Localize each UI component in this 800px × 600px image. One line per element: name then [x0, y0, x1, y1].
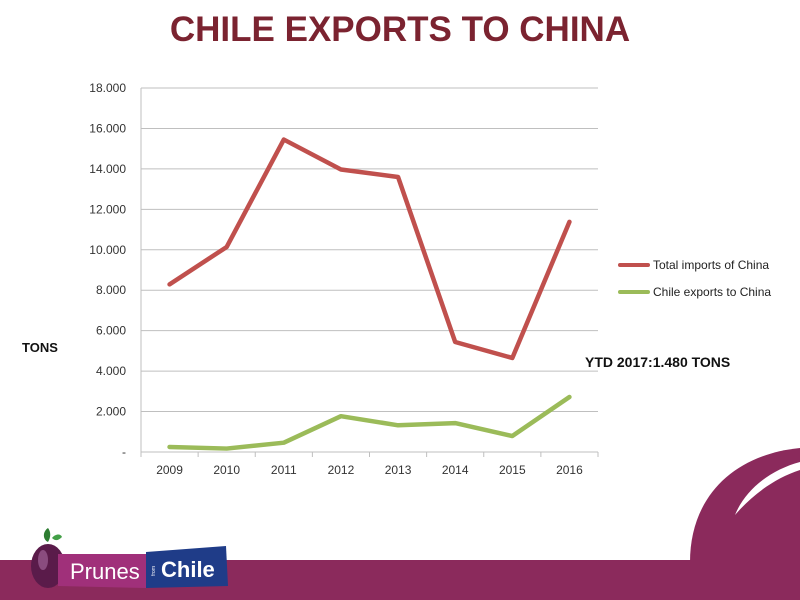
y-tick-label: 18.000 [89, 81, 126, 95]
y-tick-label: 10.000 [89, 243, 126, 257]
x-axis: 2009 2010 2011 2012 2013 2014 2015 2016 [140, 88, 599, 477]
y-tick-label: 14.000 [89, 162, 126, 176]
legend-label: Total imports of China [653, 258, 770, 272]
legend-item-total-imports: Total imports of China [618, 258, 769, 272]
y-axis-ticks: - 2.000 4.000 6.000 8.000 10.000 12.000 14.000 1… [89, 81, 126, 459]
x-tick-label: 2016 [556, 463, 583, 477]
y-tick-label: - [122, 445, 126, 459]
legend-swatch-green [618, 290, 650, 294]
logo-text-from: from [151, 566, 157, 576]
x-tick-label: 2009 [156, 463, 183, 477]
gridlines [141, 87, 598, 413]
series-line-0 [167, 137, 572, 361]
logo-text-chile: Chile [161, 557, 215, 582]
y-tick-label: 12.000 [89, 202, 126, 216]
y-tick-label: 2.000 [96, 405, 126, 419]
series-line-1 [167, 394, 572, 451]
x-tick-label: 2015 [499, 463, 526, 477]
legend-item-chile-exports: Chile exports to China [618, 285, 771, 299]
y-tick-label: 16.000 [89, 121, 126, 135]
x-tick-label: 2011 [271, 463, 297, 477]
legend-label: Chile exports to China [653, 285, 772, 299]
x-tick-label: 2013 [385, 463, 412, 477]
series-lines [167, 137, 572, 451]
x-tick-label: 2014 [442, 463, 469, 477]
y-tick-label: 6.000 [96, 324, 126, 338]
legend-swatch-red [618, 263, 650, 267]
x-tick-label: 2012 [328, 463, 355, 477]
logo-text-prunes: Prunes [70, 559, 140, 584]
y-tick-label: 4.000 [96, 364, 126, 378]
y-axis-label: TONS [22, 340, 58, 355]
x-tick-label: 2010 [213, 463, 240, 477]
y-tick-label: 8.000 [96, 283, 126, 297]
ytd-annotation: YTD 2017:1.480 TONS [585, 354, 731, 370]
prunes-from-chile-logo: Prunes from Chile [31, 528, 228, 588]
slide-title: CHILE EXPORTS TO CHINA [169, 10, 631, 49]
